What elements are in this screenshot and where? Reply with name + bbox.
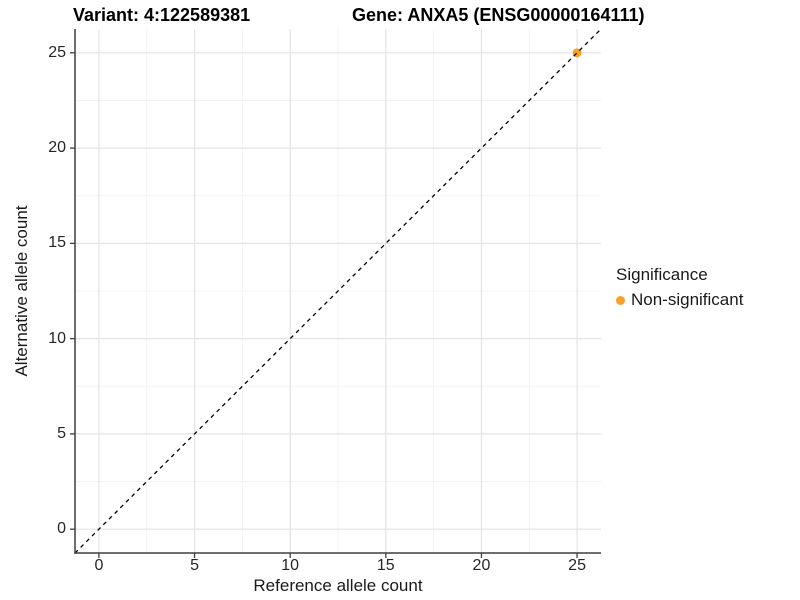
y-axis-title: Alternative allele count — [12, 205, 31, 377]
y-tick-label: 15 — [48, 234, 66, 252]
x-tick-label: 20 — [472, 557, 491, 574]
x-tick-label: 15 — [376, 557, 395, 574]
x-tick-label: 0 — [94, 557, 104, 574]
x-tick-label: 10 — [281, 557, 300, 574]
y-tick-label: 0 — [57, 520, 66, 538]
legend: Significance Non-significant — [616, 265, 743, 310]
y-tick-label: 5 — [57, 424, 66, 442]
x-tick-label: 25 — [568, 557, 586, 574]
y-tick-label: 20 — [48, 139, 66, 157]
legend-title: Significance — [616, 265, 708, 284]
y-tick-label: 25 — [48, 43, 66, 61]
y-tick-label: 10 — [48, 329, 66, 347]
plot-title-gene: Gene: ANXA5 (ENSG00000164111) — [352, 5, 645, 25]
x-axis-title: Reference allele count — [253, 576, 423, 595]
x-tick-label: 5 — [190, 557, 199, 574]
legend-item: Non-significant — [616, 290, 743, 310]
legend-item-label: Non-significant — [631, 290, 744, 309]
plot-title-variant: Variant: 4:122589381 — [73, 5, 251, 25]
identity-line — [74, 28, 602, 554]
legend-point-icon — [616, 295, 625, 305]
